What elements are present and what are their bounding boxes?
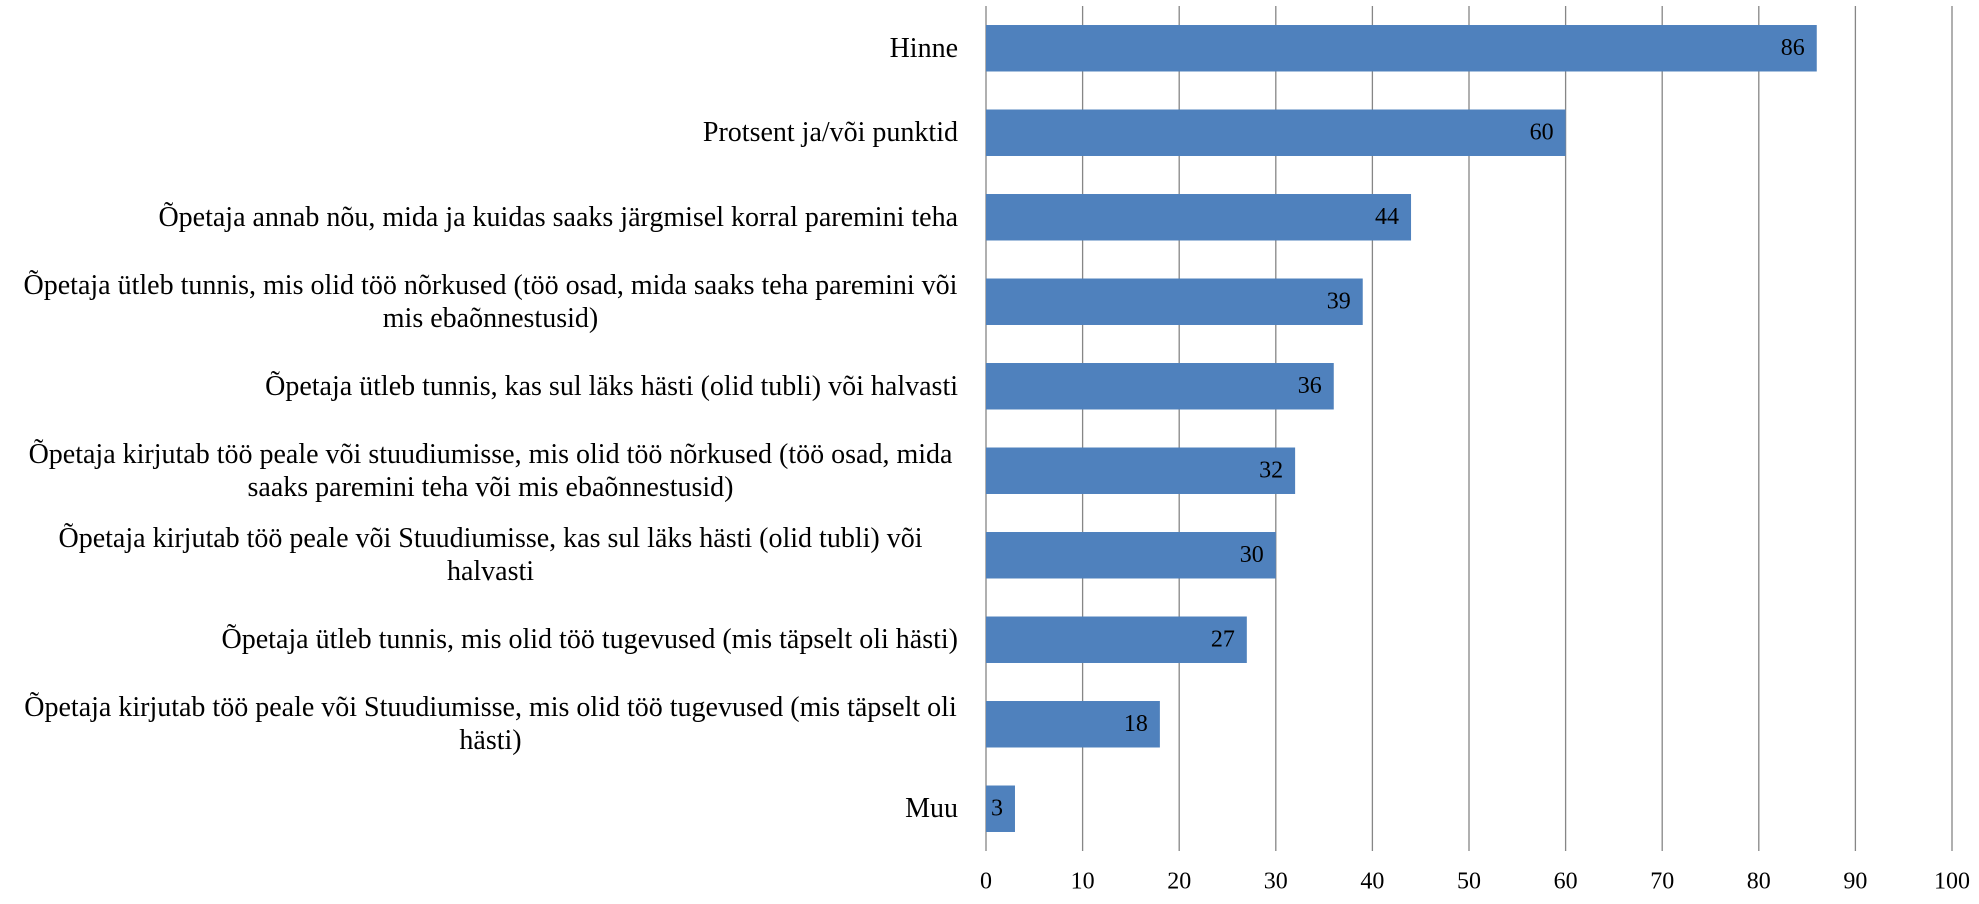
bar <box>986 532 1276 579</box>
category-text: Protsent ja/või punktid <box>702 117 958 149</box>
category-text: Õpetaja kirjutab töö peale või Stuudiumi… <box>24 692 957 757</box>
y-tick-label: Õpetaja annab nõu, mida ja kuidas saaks … <box>0 175 958 260</box>
category-text: Õpetaja ütleb tunnis, mis olid töö tugev… <box>221 624 958 656</box>
bar <box>986 109 1566 156</box>
value-label: 27 <box>1211 626 1235 652</box>
y-tick-label: Protsent ja/või punktid <box>0 91 958 176</box>
bar <box>986 194 1412 241</box>
x-tick-label: 90 <box>1843 869 1867 895</box>
category-text: Õpetaja annab nõu, mida ja kuidas saaks … <box>158 201 958 233</box>
value-label: 3 <box>991 795 1003 821</box>
value-label: 60 <box>1530 119 1554 145</box>
x-tick-label: 50 <box>1457 869 1481 895</box>
bar <box>986 447 1296 494</box>
x-tick-label: 100 <box>1934 869 1970 895</box>
category-text: Muu <box>905 793 958 825</box>
value-label: 39 <box>1327 288 1351 314</box>
category-text: Õpetaja kirjutab töö peale või Stuudiumi… <box>58 523 923 588</box>
value-label: 18 <box>1124 711 1148 737</box>
value-label: 30 <box>1240 542 1264 568</box>
y-tick-label: Õpetaja kirjutab töö peale või Stuudiumi… <box>0 513 958 598</box>
y-tick-label: Õpetaja kirjutab töö peale või Stuudiumi… <box>0 682 958 767</box>
y-tick-label: Muu <box>0 767 958 852</box>
bar <box>986 785 1015 832</box>
x-tick-label: 20 <box>1167 869 1191 895</box>
value-label: 36 <box>1298 373 1322 399</box>
bar <box>986 616 1247 663</box>
value-label: 32 <box>1259 457 1283 483</box>
x-tick-label: 70 <box>1650 869 1674 895</box>
bar <box>986 278 1363 325</box>
x-tick-label: 60 <box>1554 869 1578 895</box>
category-text: Õpetaja ütleb tunnis, mis olid töö nõrku… <box>23 269 958 334</box>
x-tick-label: 10 <box>1071 869 1095 895</box>
y-tick-label: Õpetaja ütleb tunnis, mis olid töö nõrku… <box>0 260 958 345</box>
x-tick-label: 80 <box>1747 869 1771 895</box>
x-tick-label: 0 <box>980 869 992 895</box>
bar <box>986 701 1160 748</box>
x-tick-label: 30 <box>1264 869 1288 895</box>
bar <box>986 25 1817 72</box>
category-text: Õpetaja kirjutab töö peale või stuudiumi… <box>28 438 953 503</box>
x-tick-label: 40 <box>1360 869 1384 895</box>
value-label: 44 <box>1375 204 1399 230</box>
category-text: Hinne <box>889 32 958 64</box>
value-label: 86 <box>1781 35 1805 61</box>
y-tick-label: Õpetaja kirjutab töö peale või stuudiumi… <box>0 429 958 514</box>
y-tick-label: Hinne <box>0 6 958 91</box>
y-tick-label: Õpetaja ütleb tunnis, mis olid töö tugev… <box>0 598 958 683</box>
category-text: Õpetaja ütleb tunnis, kas sul läks hästi… <box>265 370 958 402</box>
y-tick-label: Õpetaja ütleb tunnis, kas sul läks hästi… <box>0 344 958 429</box>
bar <box>986 363 1334 410</box>
